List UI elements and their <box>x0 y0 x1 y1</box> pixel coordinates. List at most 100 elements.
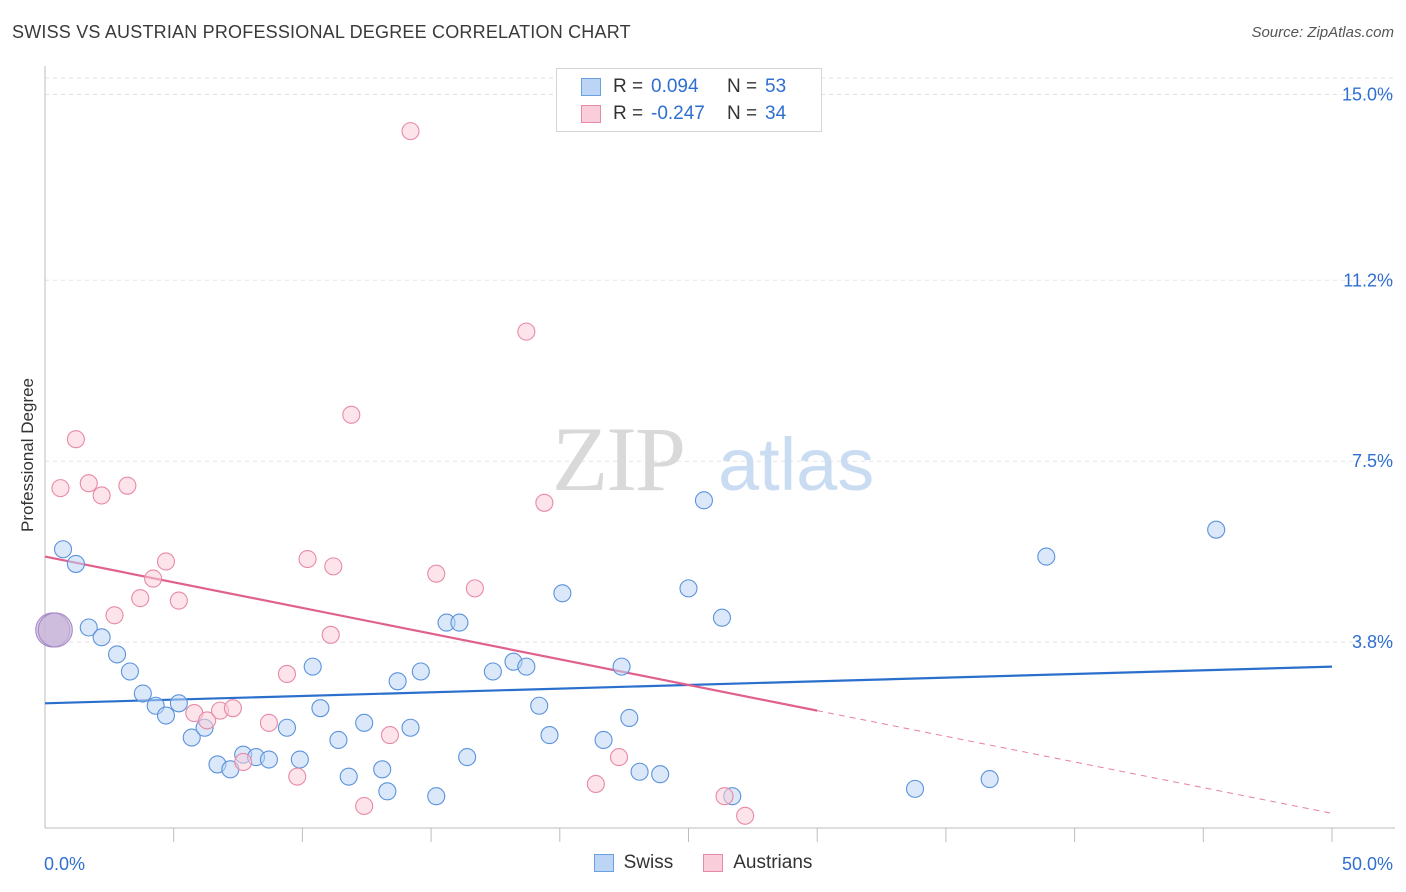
austrian-point <box>234 752 253 772</box>
swiss-point <box>355 713 374 732</box>
swiss-point <box>411 662 430 681</box>
austrian-point <box>736 806 755 825</box>
austrian-point <box>259 713 278 732</box>
swiss-point <box>458 748 477 767</box>
swiss-point <box>303 657 322 676</box>
swiss-point <box>311 699 330 718</box>
n-label: N = <box>727 103 758 124</box>
austrian-point <box>465 579 484 598</box>
swiss-point <box>612 657 631 676</box>
austrian-point <box>380 726 399 745</box>
swiss-point <box>553 584 572 603</box>
austrian-point <box>298 549 317 569</box>
austrian-point <box>51 479 70 498</box>
swiss-point <box>388 672 407 691</box>
swiss-point <box>620 708 639 728</box>
austrian-point <box>223 699 242 718</box>
austrian-point <box>277 664 297 684</box>
r-label: R = <box>613 103 644 124</box>
swiss-point <box>329 730 348 750</box>
swiss-point <box>530 696 549 715</box>
legend-swatch-swiss <box>593 854 614 872</box>
y-tick-label: 7.5% <box>1352 451 1393 471</box>
austrian-point <box>324 557 343 576</box>
legend-swatch-austrians <box>703 854 724 872</box>
axes <box>44 66 1395 842</box>
austrian-point <box>609 748 629 767</box>
swiss-point <box>1207 520 1226 539</box>
swiss-point <box>427 787 446 806</box>
swiss-point <box>169 694 188 713</box>
swiss-point <box>1037 547 1056 566</box>
austrian-point <box>118 476 137 495</box>
austrian-point <box>401 122 420 141</box>
swiss-point <box>339 767 358 786</box>
legend-label-austrians: Austrians <box>733 852 813 873</box>
r-label: R = <box>613 76 644 97</box>
trend-line-austrians <box>44 555 818 712</box>
y-tick-label: 11.2% <box>1343 270 1393 290</box>
austrian-point <box>92 486 111 505</box>
swiss-point <box>79 618 98 637</box>
swiss-point <box>450 613 469 632</box>
swiss-point <box>108 645 127 664</box>
legend-item-swiss[interactable]: Swiss <box>593 852 673 874</box>
legend-swatch-swiss <box>581 78 601 96</box>
austrian-point <box>321 625 340 644</box>
swiss-point <box>53 540 73 559</box>
austrian-point <box>517 322 536 341</box>
swiss-point <box>66 554 85 573</box>
legend-item-austrians[interactable]: Austrians <box>703 852 812 874</box>
swiss-point <box>92 628 111 647</box>
swiss-point <box>378 782 397 801</box>
austrian-point <box>156 552 176 571</box>
austrian-point <box>105 606 124 625</box>
y-tick-label: 15.0% <box>1342 84 1393 104</box>
austrian-point <box>427 564 446 583</box>
swiss-point <box>290 750 309 769</box>
austrian-point <box>715 787 734 806</box>
x-tick-label: 50.0% <box>1342 854 1393 874</box>
watermark: ZIP atlas <box>552 408 874 510</box>
trend-lines <box>44 555 1333 814</box>
correlation-legend: R = 0.094 N = 53 R = -0.247 N = 34 <box>556 68 822 132</box>
swiss-point <box>517 657 536 676</box>
legend-row-austrians: R = -0.247 N = 34 <box>581 102 841 126</box>
swiss-point <box>182 728 201 747</box>
swiss-point <box>277 718 297 737</box>
austrian-point <box>169 591 188 610</box>
swiss-point <box>905 779 925 798</box>
austrian-point <box>79 474 98 493</box>
swiss-point <box>694 491 713 510</box>
austrian-point <box>131 589 150 608</box>
swiss-point <box>540 726 559 745</box>
austrian-point <box>198 711 217 730</box>
watermark-zip: ZIP <box>552 408 684 510</box>
austrian-point <box>342 405 361 424</box>
data-points <box>35 122 1226 825</box>
austrian-point <box>586 774 605 794</box>
austrian-point <box>288 767 307 786</box>
swiss-point <box>133 684 152 703</box>
n-label: N = <box>727 76 758 97</box>
austrian-point <box>355 796 374 816</box>
r-value: 0.094 <box>651 76 699 97</box>
r-value: -0.247 <box>651 103 705 124</box>
legend-swatch-austrians <box>581 105 601 123</box>
swiss-point <box>373 760 392 779</box>
x-tick-label: 0.0% <box>44 854 85 874</box>
austrian-point <box>144 569 163 588</box>
swiss-point <box>483 662 502 681</box>
swiss-point <box>594 730 613 750</box>
n-value: 34 <box>765 103 787 124</box>
swiss-point <box>712 608 732 627</box>
trend-line-extension <box>817 710 1333 814</box>
swiss-point <box>651 765 670 784</box>
tick-labels: 15.0% 11.2% 7.5% 3.8% 0.0% 50.0% <box>44 84 1393 874</box>
chart-title: SWISS VS AUSTRIAN PROFESSIONAL DEGREE CO… <box>12 22 631 42</box>
grid-lines <box>45 77 1395 643</box>
swiss-point <box>259 750 278 769</box>
swiss-point <box>120 662 139 681</box>
austrian-point <box>66 430 85 449</box>
